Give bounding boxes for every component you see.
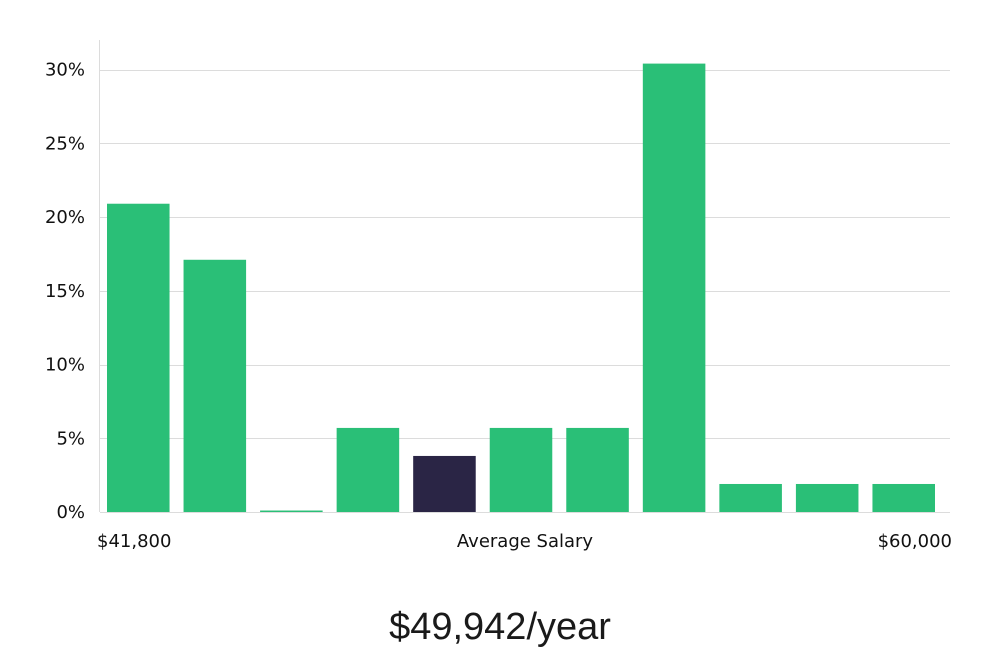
bar — [489, 427, 553, 512]
y-tick-label: 30% — [45, 60, 85, 81]
y-tick-label: 15% — [45, 281, 85, 302]
bar — [107, 203, 170, 512]
y-tick-labels: 0% 5% 10% 15% 20% 25% 30% — [45, 60, 85, 524]
x-axis-title: Average Salary — [457, 531, 594, 552]
y-tick-label: 5% — [56, 428, 85, 449]
y-tick-label: 10% — [45, 355, 85, 376]
bar — [795, 483, 859, 512]
y-tick-label: 25% — [45, 133, 85, 154]
average-salary-readout: $49,942/year — [389, 606, 611, 648]
x-max-label: $60,000 — [878, 531, 952, 552]
bar-highlighted — [413, 455, 476, 512]
y-tick-label: 0% — [56, 502, 85, 523]
x-min-label: $41,800 — [97, 531, 171, 552]
salary-histogram: 0% 5% 10% 15% 20% 25% 30% $41,800 Average Sala… — [45, 40, 952, 552]
bars — [107, 63, 935, 512]
y-tick-label: 20% — [45, 207, 85, 228]
bar — [566, 427, 629, 512]
bar — [642, 63, 706, 512]
bar — [872, 483, 935, 512]
bar — [260, 510, 323, 512]
bar — [719, 483, 782, 512]
bar — [336, 427, 400, 512]
bar — [183, 259, 247, 512]
